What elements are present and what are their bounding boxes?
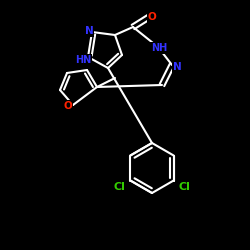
Text: Cl: Cl — [113, 182, 125, 192]
Text: NH: NH — [151, 43, 167, 53]
Text: Cl: Cl — [179, 182, 191, 192]
Text: HN: HN — [75, 55, 91, 65]
Text: O: O — [148, 12, 156, 22]
Text: N: N — [84, 26, 94, 36]
Text: O: O — [64, 101, 72, 111]
Text: N: N — [172, 62, 182, 72]
